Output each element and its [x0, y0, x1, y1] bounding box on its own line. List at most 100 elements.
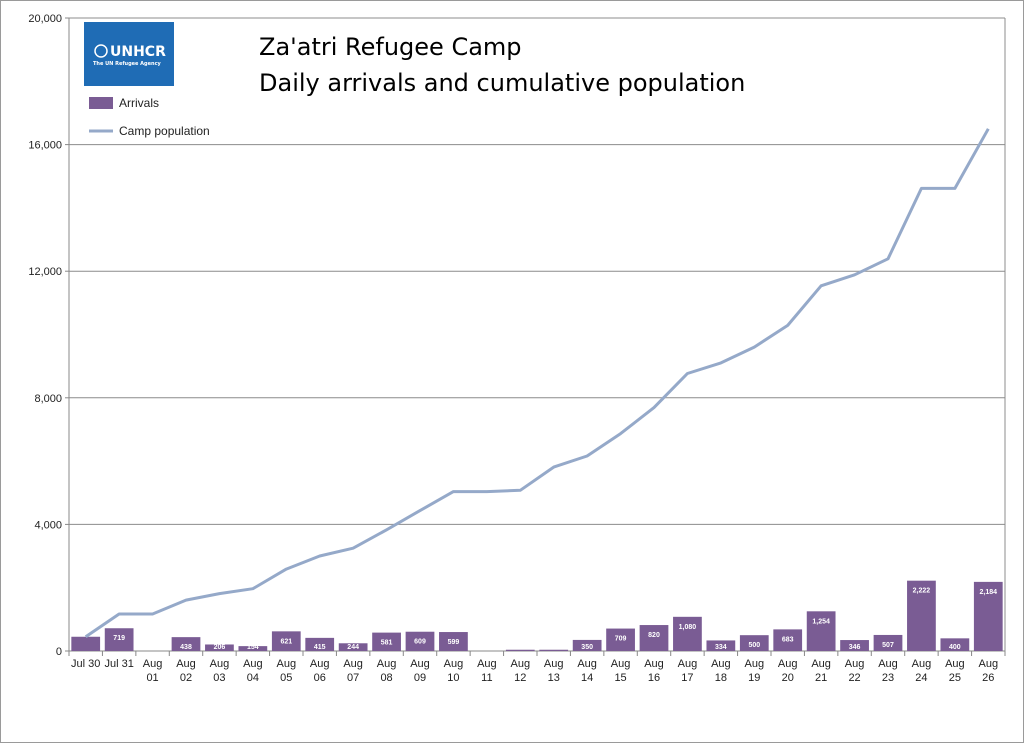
- arrivals-data-label: 438: [180, 644, 192, 651]
- legend-label-camp-population: Camp population: [119, 124, 210, 138]
- x-tick-label: Jul 30: [71, 658, 100, 670]
- x-tick-label: 10: [447, 672, 459, 684]
- x-tick-label: 07: [347, 672, 359, 684]
- arrivals-data-label: 206: [214, 644, 226, 651]
- arrivals-data-label: 709: [615, 636, 627, 643]
- legend-label-arrivals: Arrivals: [119, 96, 159, 110]
- y-tick-label: 20,000: [28, 13, 62, 25]
- x-tick-label: Aug: [945, 658, 965, 670]
- x-tick-label: Aug: [845, 658, 865, 670]
- arrivals-data-label: 400: [949, 644, 961, 651]
- x-tick-label: 25: [949, 672, 961, 684]
- arrivals-bar: [205, 644, 234, 651]
- arrivals-data-label: 1,080: [679, 624, 697, 631]
- x-tick-label: Aug: [477, 658, 497, 670]
- x-tick-label: Aug: [243, 658, 263, 670]
- arrivals-bar: [439, 632, 468, 651]
- x-tick-label: Aug: [678, 658, 698, 670]
- arrivals-data-label: 581: [381, 640, 393, 647]
- y-tick-label: 0: [56, 646, 62, 658]
- x-tick-label: 23: [882, 672, 894, 684]
- arrivals-data-label: 683: [782, 636, 794, 643]
- arrivals-bar: [940, 638, 970, 651]
- arrivals-data-label: 500: [748, 642, 760, 649]
- logo-tagline: The UN Refugee Agency: [93, 61, 162, 67]
- y-tick-label: 12,000: [28, 266, 62, 278]
- x-tick-label: Aug: [811, 658, 831, 670]
- x-tick-label: Aug: [744, 658, 764, 670]
- arrivals-bar: [806, 611, 836, 651]
- x-tick-label: 18: [715, 672, 727, 684]
- arrivals-data-label: 599: [448, 639, 460, 646]
- x-tick-label: Aug: [611, 658, 631, 670]
- x-tick-label: 17: [681, 672, 693, 684]
- legend-swatch-arrivals: [89, 97, 113, 109]
- logo-name: UNHCR: [110, 44, 166, 60]
- x-tick-label: 05: [280, 672, 292, 684]
- y-tick-label: 16,000: [28, 140, 62, 152]
- arrivals-bar-labels: 719 438 206 154 621 415 244 581 609 599 350 709 820 1…: [113, 588, 997, 651]
- y-tick-label: 4,000: [34, 519, 62, 531]
- arrivals-data-label: 2,222: [913, 588, 931, 595]
- y-tick-label: 8,000: [34, 393, 62, 405]
- arrivals-bar: [238, 646, 268, 651]
- arrivals-bar: [907, 580, 936, 651]
- arrivals-bar: [840, 640, 869, 651]
- arrivals-bar: [773, 629, 803, 651]
- arrivals-data-label: 609: [414, 639, 426, 646]
- x-tick-label: 21: [815, 672, 827, 684]
- x-tick-label: Aug: [176, 658, 196, 670]
- x-tick-label: Aug: [577, 658, 597, 670]
- arrivals-bar: [505, 649, 535, 651]
- y-axis: 0 4,000 8,000 12,000 16,000 20,000: [28, 13, 1006, 658]
- x-tick-label: 20: [782, 672, 794, 684]
- population-line: [84, 128, 990, 639]
- x-tick-label: 06: [314, 672, 326, 684]
- chart-title-line2: Daily arrivals and cumulative population: [259, 69, 745, 97]
- x-tick-label: Aug: [510, 658, 530, 670]
- arrivals-bar: [706, 640, 736, 651]
- arrivals-bar: [639, 625, 669, 651]
- x-tick-label: 01: [146, 672, 158, 684]
- arrivals-bar: [973, 581, 1003, 651]
- chart-title-line1: Za'atri Refugee Camp: [259, 33, 522, 61]
- arrivals-data-label: 346: [849, 644, 861, 651]
- arrivals-data-label: 621: [280, 638, 292, 645]
- arrivals-bar: [271, 631, 301, 651]
- x-tick-label: Aug: [878, 658, 898, 670]
- x-tick-label: 02: [180, 672, 192, 684]
- arrivals-data-label: 1,254: [812, 618, 830, 625]
- arrivals-data-label: 2,184: [980, 589, 998, 596]
- population-series-line: [84, 128, 990, 639]
- arrivals-data-label: 154: [247, 644, 259, 651]
- x-tick-label: Jul 31: [104, 658, 133, 670]
- x-tick-label: 08: [380, 672, 392, 684]
- arrivals-data-label: 820: [648, 632, 660, 639]
- x-tick-label: Aug: [210, 658, 230, 670]
- logo-emblem-icon: [94, 44, 108, 58]
- x-tick-label: 26: [982, 672, 994, 684]
- x-tick-label: 11: [481, 672, 492, 684]
- arrivals-data-label: 719: [113, 635, 125, 642]
- arrivals-data-label: 415: [314, 644, 326, 651]
- x-tick-label: 13: [548, 672, 560, 684]
- arrivals-bar: [673, 616, 702, 651]
- x-tick-label: 24: [915, 672, 927, 684]
- arrivals-bar: [305, 637, 335, 651]
- x-tick-label: 09: [414, 672, 426, 684]
- arrivals-bar: [572, 639, 602, 651]
- x-axis: Jul 30 Jul 31 Aug 01 Aug 02 Aug 03 Aug 04 Aug 05 Aug…: [68, 651, 1006, 684]
- arrivals-bar: [338, 643, 368, 651]
- x-tick-label: 16: [648, 672, 660, 684]
- x-tick-label: 03: [213, 672, 225, 684]
- arrivals-bar: [873, 634, 903, 651]
- x-tick-label: Aug: [143, 658, 163, 670]
- x-tick-label: Aug: [444, 658, 464, 670]
- arrivals-data-label: 350: [581, 644, 593, 651]
- grid-lines: [69, 17, 1005, 652]
- arrivals-bar: [405, 631, 435, 651]
- x-tick-label: 15: [614, 672, 626, 684]
- x-tick-label: 12: [514, 672, 526, 684]
